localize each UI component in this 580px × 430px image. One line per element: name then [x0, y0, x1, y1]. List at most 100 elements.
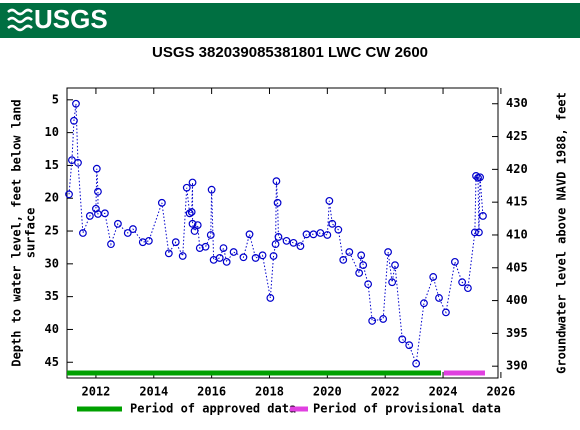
y-tick-label: 10	[45, 125, 59, 139]
data-point	[328, 219, 337, 228]
y-tick-label: 40	[45, 322, 59, 336]
data-point	[187, 208, 196, 216]
data-point	[472, 172, 480, 180]
x-tick-label: 2014	[139, 385, 168, 399]
data-point	[182, 183, 191, 192]
data-point	[442, 308, 450, 317]
y2-tick-label: 415	[506, 195, 528, 209]
data-point	[193, 221, 202, 230]
data-point	[188, 178, 197, 187]
data-point	[171, 238, 180, 247]
data-point	[289, 238, 298, 247]
y-tick-label: 15	[45, 158, 59, 172]
data-point	[429, 273, 438, 281]
data-point	[359, 261, 368, 270]
data-point	[215, 254, 224, 262]
y-tick-label: 5	[52, 92, 59, 106]
data-point	[207, 185, 216, 194]
data-point	[157, 198, 166, 207]
data-point	[345, 248, 354, 256]
data-point	[364, 280, 373, 289]
data-point	[201, 242, 210, 251]
data-point	[388, 278, 397, 287]
y-tick-label: 25	[45, 224, 59, 238]
y2-tick-label: 405	[506, 260, 528, 274]
y2-tick-label: 430	[506, 96, 528, 110]
data-point	[282, 236, 291, 245]
y-axis-label: Depth to water level, feet below land	[10, 99, 24, 366]
data-point	[100, 209, 109, 218]
data-point	[296, 242, 305, 251]
data-point	[72, 99, 80, 108]
data-point	[412, 359, 421, 368]
chart-title: USGS 382039085381801 LWC CW 2600	[152, 44, 428, 61]
data-point	[405, 341, 414, 350]
data-point	[239, 253, 248, 262]
data-point	[357, 251, 366, 260]
data-point	[266, 294, 275, 302]
x-tick-label: 2024	[429, 385, 458, 399]
y-tick-label: 30	[45, 256, 59, 270]
legend-label: Period of provisional data	[313, 402, 501, 416]
data-point	[269, 252, 278, 260]
data-point	[79, 229, 87, 237]
data-point	[190, 227, 199, 235]
data-point	[123, 229, 132, 237]
y2-tick-label: 410	[506, 227, 528, 241]
data-point	[476, 173, 484, 182]
data-point	[114, 219, 122, 228]
y2-tick-label: 395	[506, 326, 528, 340]
y-tick-label: 45	[45, 355, 59, 369]
x-tick-label: 2016	[197, 385, 226, 399]
data-point	[258, 251, 267, 260]
data-point	[219, 244, 228, 252]
data-point	[85, 212, 94, 220]
data-point	[451, 257, 459, 266]
data-point	[271, 240, 280, 249]
x-tick-label: 2026	[486, 385, 515, 399]
data-point	[470, 228, 479, 237]
data-point	[129, 225, 137, 233]
data-point	[272, 177, 281, 186]
y-tick-label: 35	[45, 289, 59, 303]
header-bar	[0, 3, 580, 38]
data-point	[178, 252, 187, 260]
x-tick-label: 2012	[81, 385, 110, 399]
y-tick-label: 20	[45, 191, 59, 205]
data-point	[458, 278, 467, 287]
data-point	[206, 231, 215, 239]
data-point	[339, 256, 348, 264]
data-point	[94, 187, 102, 196]
data-point	[188, 219, 197, 228]
data-point	[325, 196, 334, 205]
data-point	[316, 229, 325, 237]
data-line	[68, 103, 484, 364]
data-point	[229, 248, 238, 256]
data-point	[251, 254, 260, 262]
data-point	[479, 212, 487, 220]
data-point	[222, 257, 231, 266]
x-tick-label: 2018	[255, 385, 284, 399]
legend-label: Period of approved data	[130, 402, 296, 416]
data-point	[398, 335, 407, 344]
data-point	[475, 228, 483, 237]
data-point	[379, 315, 388, 323]
data-point	[92, 164, 101, 173]
data-point	[107, 240, 115, 249]
y2-axis-label: Groundwater level above NAVD 1988, feet	[555, 92, 569, 374]
data-point	[144, 236, 153, 245]
data-point	[74, 158, 82, 167]
data-point	[435, 294, 443, 302]
data-point	[274, 233, 283, 241]
data-point	[384, 248, 392, 256]
data-point	[273, 198, 282, 207]
x-tick-label: 2020	[313, 385, 342, 399]
data-point	[65, 190, 73, 199]
data-point	[368, 317, 377, 325]
data-point	[185, 209, 194, 218]
data-point	[464, 284, 472, 293]
y2-tick-label: 425	[506, 129, 528, 143]
data-point	[391, 261, 399, 270]
data-point	[164, 249, 173, 258]
